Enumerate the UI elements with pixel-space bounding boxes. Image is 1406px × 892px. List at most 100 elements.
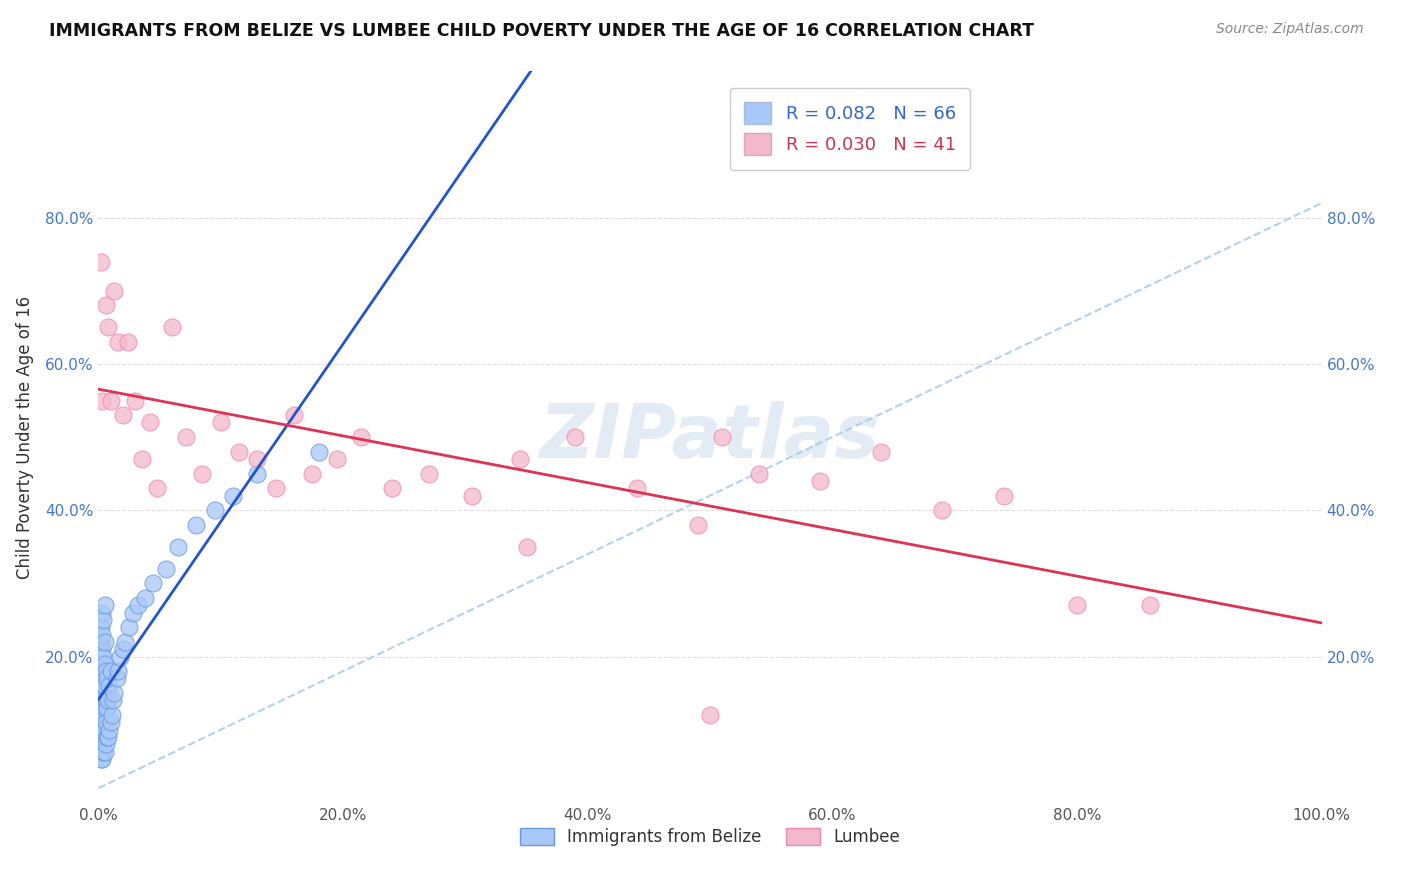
Point bbox=[228, 444, 250, 458]
Point bbox=[418, 467, 440, 481]
Point bbox=[155, 562, 177, 576]
Point bbox=[146, 481, 169, 495]
Point bbox=[139, 416, 162, 430]
Point bbox=[94, 298, 117, 312]
Text: IMMIGRANTS FROM BELIZE VS LUMBEE CHILD POVERTY UNDER THE AGE OF 16 CORRELATION C: IMMIGRANTS FROM BELIZE VS LUMBEE CHILD P… bbox=[49, 22, 1035, 40]
Point bbox=[699, 708, 721, 723]
Point bbox=[246, 467, 269, 481]
Point bbox=[91, 627, 114, 641]
Point bbox=[100, 715, 122, 730]
Point bbox=[204, 503, 226, 517]
Point bbox=[90, 672, 112, 686]
Point bbox=[91, 613, 114, 627]
Point bbox=[209, 416, 232, 430]
Point bbox=[1139, 599, 1161, 613]
Point bbox=[103, 284, 125, 298]
Point bbox=[90, 708, 112, 723]
Point bbox=[283, 408, 305, 422]
Point bbox=[93, 700, 115, 714]
Point bbox=[91, 752, 114, 766]
Point bbox=[381, 481, 404, 495]
Point bbox=[246, 452, 269, 467]
Point bbox=[91, 745, 114, 759]
Point bbox=[711, 430, 734, 444]
Point bbox=[111, 642, 134, 657]
Point bbox=[350, 430, 373, 444]
Point bbox=[993, 489, 1015, 503]
Point bbox=[808, 474, 831, 488]
Point bbox=[107, 334, 129, 349]
Point bbox=[94, 737, 117, 751]
Point bbox=[98, 679, 121, 693]
Point bbox=[97, 693, 120, 707]
Point bbox=[326, 452, 349, 467]
Point bbox=[90, 620, 112, 634]
Point bbox=[90, 635, 112, 649]
Point bbox=[90, 657, 112, 671]
Point bbox=[90, 700, 112, 714]
Point bbox=[222, 489, 245, 503]
Point bbox=[90, 686, 112, 700]
Point bbox=[509, 452, 531, 467]
Point bbox=[91, 693, 114, 707]
Text: Source: ZipAtlas.com: Source: ZipAtlas.com bbox=[1216, 22, 1364, 37]
Point bbox=[105, 672, 128, 686]
Point bbox=[93, 679, 115, 693]
Point bbox=[94, 693, 117, 707]
Point bbox=[93, 635, 115, 649]
Point bbox=[626, 481, 648, 495]
Text: ZIPatlas: ZIPatlas bbox=[540, 401, 880, 474]
Point bbox=[91, 393, 114, 408]
Point bbox=[91, 693, 114, 707]
Point bbox=[111, 408, 134, 422]
Point bbox=[1066, 599, 1088, 613]
Point bbox=[93, 599, 115, 613]
Point bbox=[101, 693, 124, 707]
Point bbox=[460, 489, 482, 503]
Point bbox=[110, 649, 132, 664]
Point bbox=[191, 467, 214, 481]
Point bbox=[103, 686, 125, 700]
Point bbox=[91, 723, 114, 737]
Point bbox=[114, 635, 136, 649]
Point bbox=[96, 672, 118, 686]
Point bbox=[96, 700, 118, 714]
Point bbox=[134, 591, 156, 605]
Point bbox=[90, 752, 112, 766]
Point bbox=[301, 467, 323, 481]
Point bbox=[176, 430, 198, 444]
Point bbox=[98, 723, 121, 737]
Point bbox=[94, 715, 117, 730]
Point bbox=[118, 620, 141, 634]
Point bbox=[93, 657, 115, 671]
Point bbox=[91, 679, 114, 693]
Point bbox=[167, 540, 190, 554]
Point bbox=[97, 730, 120, 744]
Point bbox=[124, 393, 146, 408]
Point bbox=[101, 708, 124, 723]
Point bbox=[264, 481, 287, 495]
Point bbox=[160, 320, 183, 334]
Point bbox=[93, 745, 115, 759]
Point bbox=[308, 444, 330, 458]
Point bbox=[107, 664, 129, 678]
Point bbox=[870, 444, 893, 458]
Point bbox=[515, 540, 537, 554]
Point bbox=[142, 576, 165, 591]
Point bbox=[90, 254, 112, 268]
Point bbox=[91, 708, 114, 723]
Point bbox=[117, 334, 139, 349]
Point bbox=[91, 642, 114, 657]
Point bbox=[93, 723, 115, 737]
Point bbox=[91, 664, 114, 678]
Point bbox=[97, 320, 120, 334]
Point bbox=[686, 517, 709, 532]
Y-axis label: Child Poverty Under the Age of 16: Child Poverty Under the Age of 16 bbox=[15, 295, 34, 579]
Point bbox=[131, 452, 153, 467]
Point bbox=[91, 649, 114, 664]
Point bbox=[90, 723, 112, 737]
Point bbox=[91, 672, 114, 686]
Point bbox=[90, 737, 112, 751]
Point bbox=[931, 503, 953, 517]
Point bbox=[748, 467, 770, 481]
